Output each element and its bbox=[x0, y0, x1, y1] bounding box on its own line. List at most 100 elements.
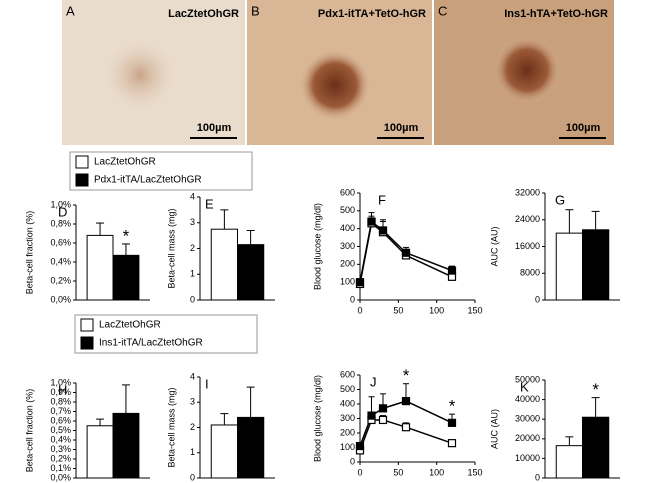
panel-letter: F bbox=[378, 192, 386, 207]
y-tick-label: 0,5% bbox=[50, 425, 71, 435]
y-tick-label: 2 bbox=[190, 243, 195, 253]
marker bbox=[447, 439, 457, 448]
micrograph-c bbox=[434, 0, 614, 145]
y-tick-label: 30000 bbox=[515, 414, 540, 424]
significance: * bbox=[403, 366, 410, 385]
significance: * bbox=[123, 226, 130, 245]
y-tick-label: 20000 bbox=[515, 433, 540, 443]
legend-label: LacZtetOhGR bbox=[94, 157, 156, 168]
y-axis-label: Beta-cell mass (mg) bbox=[166, 387, 176, 467]
marker bbox=[401, 397, 411, 406]
panel-caption: Ins1-hTA+TetO-hGR bbox=[504, 8, 608, 20]
y-tick-label: 600 bbox=[340, 187, 355, 197]
marker bbox=[355, 441, 365, 451]
bar bbox=[210, 228, 238, 301]
y-tick-label: 0,2% bbox=[50, 275, 71, 285]
y-tick-label: 100 bbox=[340, 442, 355, 452]
panel-letter: K bbox=[520, 379, 529, 394]
marker bbox=[367, 411, 376, 420]
marker bbox=[378, 415, 388, 425]
y-tick-label: 0,0% bbox=[50, 294, 71, 304]
y-tick-label: 0 bbox=[535, 294, 540, 304]
y-tick-label: 0,6% bbox=[50, 415, 71, 425]
y-tick-label: 2 bbox=[190, 422, 195, 432]
bar bbox=[112, 254, 140, 301]
legend-swatch bbox=[80, 318, 94, 332]
y-axis-label: Blood glucose (mg/dl) bbox=[312, 375, 322, 462]
y-tick-label: 0,8% bbox=[50, 218, 71, 228]
x-tick-label: 150 bbox=[467, 305, 482, 315]
y-tick-label: 1 bbox=[190, 447, 195, 457]
legend-label: Ins1-itTA/LacZtetOhGR bbox=[99, 338, 203, 349]
y-tick-label: 0,4% bbox=[50, 256, 71, 266]
significance: * bbox=[592, 380, 599, 399]
y-tick-label: 0 bbox=[190, 294, 195, 304]
x-tick-label: 50 bbox=[393, 305, 403, 315]
legend-box bbox=[69, 151, 253, 191]
legend-swatch bbox=[75, 155, 89, 169]
panel-letter: C bbox=[438, 3, 447, 18]
micrograph-b bbox=[247, 0, 432, 145]
y-tick-label: 10000 bbox=[515, 453, 540, 463]
marker bbox=[447, 418, 457, 427]
panel-caption: Pdx1-itTA+TetO-hGR bbox=[318, 8, 426, 20]
y-tick-label: 16000 bbox=[515, 241, 540, 251]
marker bbox=[367, 217, 376, 226]
x-tick-label: 0 bbox=[357, 305, 362, 315]
y-tick-label: 0,8% bbox=[50, 396, 71, 406]
panel-letter: D bbox=[58, 204, 67, 219]
marker bbox=[401, 423, 411, 432]
y-tick-label: 4 bbox=[190, 191, 195, 201]
bar bbox=[112, 412, 140, 479]
marker bbox=[355, 278, 365, 287]
y-tick-label: 200 bbox=[340, 427, 355, 437]
y-axis-label: AUC (AU) bbox=[489, 226, 499, 266]
y-tick-label: 50000 bbox=[515, 374, 540, 384]
y-axis-label: Beta-cell fraction (%) bbox=[24, 211, 34, 295]
y-tick-label: 0,9% bbox=[50, 387, 71, 397]
y-tick-label: 3 bbox=[190, 217, 195, 227]
micrograph-a bbox=[62, 0, 245, 145]
y-tick-label: 0 bbox=[350, 456, 355, 466]
legend-label: Pdx1-itTA/LacZtetOhGR bbox=[94, 175, 202, 186]
y-tick-label: 0 bbox=[190, 472, 195, 482]
y-tick-label: 0,3% bbox=[50, 444, 71, 454]
scale-label: 100µm bbox=[384, 122, 419, 134]
y-tick-label: 0,1% bbox=[50, 463, 71, 473]
y-tick-label: 24000 bbox=[515, 214, 540, 224]
y-tick-label: 32000 bbox=[515, 187, 540, 197]
panel-letter: A bbox=[66, 3, 75, 18]
x-tick-label: 0 bbox=[357, 467, 362, 477]
bar bbox=[86, 234, 114, 301]
legend-label: LacZtetOhGR bbox=[99, 320, 161, 331]
y-tick-label: 600 bbox=[340, 369, 355, 379]
x-tick-label: 100 bbox=[429, 467, 444, 477]
panel-letter: H bbox=[58, 382, 67, 397]
y-tick-label: 0,6% bbox=[50, 237, 71, 247]
y-tick-label: 40000 bbox=[515, 394, 540, 404]
y-axis-label: Beta-cell fraction (%) bbox=[24, 389, 34, 473]
y-tick-label: 500 bbox=[340, 384, 355, 394]
legend-swatch bbox=[75, 173, 89, 187]
legend-box bbox=[74, 314, 258, 354]
y-tick-label: 1 bbox=[190, 269, 195, 279]
y-tick-label: 8000 bbox=[520, 268, 540, 278]
panel-letter: I bbox=[205, 376, 209, 391]
y-tick-label: 3 bbox=[190, 397, 195, 407]
x-tick-label: 100 bbox=[429, 305, 444, 315]
panel-letter: G bbox=[555, 192, 565, 207]
panel-letter: E bbox=[205, 196, 214, 211]
y-tick-label: 0,4% bbox=[50, 434, 71, 444]
y-tick-label: 100 bbox=[340, 277, 355, 287]
y-tick-label: 400 bbox=[340, 223, 355, 233]
y-tick-label: 300 bbox=[340, 413, 355, 423]
x-tick-label: 50 bbox=[393, 467, 403, 477]
legend-swatch bbox=[80, 336, 94, 350]
y-tick-label: 0,7% bbox=[50, 406, 71, 416]
y-tick-label: 500 bbox=[340, 205, 355, 215]
panel-letter: J bbox=[370, 374, 377, 389]
y-tick-label: 200 bbox=[340, 259, 355, 269]
bar bbox=[237, 416, 265, 479]
x-tick-label: 150 bbox=[467, 467, 482, 477]
